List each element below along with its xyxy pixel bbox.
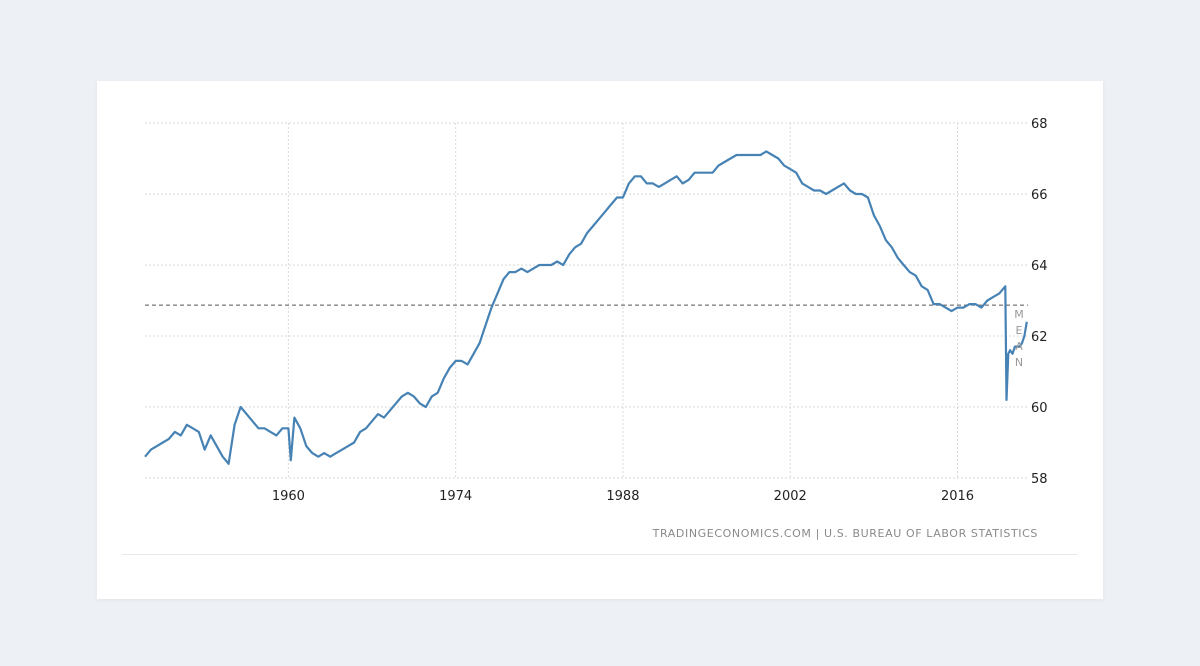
mean-label-letter: A xyxy=(1015,340,1023,353)
mean-label-letter: N xyxy=(1015,356,1023,369)
y-tick-label: 66 xyxy=(1031,188,1048,203)
source-credit: TRADINGECONOMICS.COM | U.S. BUREAU OF LA… xyxy=(652,527,1038,540)
x-tick-label: 2016 xyxy=(941,489,974,504)
series-line xyxy=(144,150,1028,465)
mean-label-letter: E xyxy=(1016,324,1023,337)
y-axis-ticks: 58 60 62 64 66 68 xyxy=(1031,117,1048,487)
x-tick-label: 2002 xyxy=(774,489,807,504)
y-tick-label: 64 xyxy=(1031,259,1048,274)
y-tick-label: 60 xyxy=(1031,401,1048,416)
x-tick-label: 1974 xyxy=(439,489,472,504)
x-axis-ticks: 1960 1974 1988 2002 2016 xyxy=(272,489,974,504)
y-tick-label: 62 xyxy=(1031,330,1048,345)
y-tick-label: 58 xyxy=(1031,472,1048,487)
x-tick-label: 1960 xyxy=(272,489,305,504)
grid-lines xyxy=(145,122,1028,479)
series-layer xyxy=(144,150,1028,465)
footer-divider xyxy=(122,554,1077,555)
x-tick-label: 1988 xyxy=(606,489,639,504)
mean-label-letter: M xyxy=(1014,308,1024,321)
chart-card xyxy=(97,81,1103,599)
y-tick-label: 68 xyxy=(1031,117,1048,132)
